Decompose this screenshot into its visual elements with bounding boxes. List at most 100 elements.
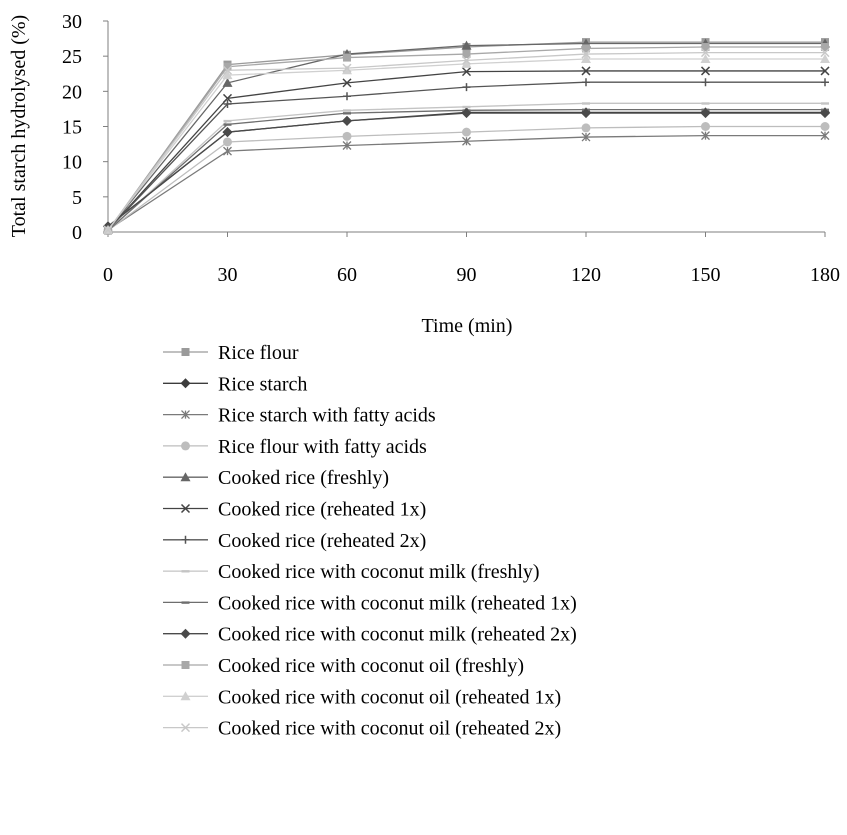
data-point xyxy=(462,136,471,146)
data-point xyxy=(701,43,710,52)
data-point xyxy=(581,49,591,59)
y-tick-label: 25 xyxy=(62,46,82,68)
data-point xyxy=(701,131,710,141)
data-point xyxy=(461,55,472,65)
data-point xyxy=(462,83,471,92)
data-point xyxy=(343,92,351,101)
data-point xyxy=(222,93,233,103)
legend-item: Cooked rice with coconut oil (freshly) xyxy=(163,655,524,677)
data-point xyxy=(700,48,711,58)
legend-item: Cooked rice with coconut oil (reheated 1… xyxy=(163,686,561,708)
data-point xyxy=(342,78,352,88)
legend-label: Rice flour with fatty acids xyxy=(218,436,427,458)
legend-label: Cooked rice with coconut milk (reheated … xyxy=(218,624,577,646)
series-5 xyxy=(103,66,830,235)
y-axis-title: Total starch hydrolysed (%) xyxy=(8,15,30,237)
data-point xyxy=(820,66,830,76)
data-point xyxy=(180,503,191,514)
data-point xyxy=(343,109,351,112)
data-point xyxy=(581,132,591,142)
data-point xyxy=(181,410,190,420)
data-point xyxy=(180,628,191,639)
data-point xyxy=(342,131,352,141)
legend-label: Rice starch xyxy=(218,373,307,395)
y-tick-label: 10 xyxy=(62,152,82,174)
data-point xyxy=(180,378,191,389)
data-point xyxy=(222,65,233,75)
data-point xyxy=(581,123,591,133)
data-point xyxy=(820,131,830,141)
data-point xyxy=(342,115,352,126)
x-tick-label: 30 xyxy=(218,264,238,286)
data-point xyxy=(461,40,472,50)
x-tick-label: 60 xyxy=(337,264,357,286)
data-point xyxy=(342,141,352,150)
data-point xyxy=(181,601,190,604)
legend-label: Cooked rice with coconut oil (reheated 2… xyxy=(218,718,561,740)
legend-item: Cooked rice with coconut milk (reheated … xyxy=(163,624,577,646)
series-11 xyxy=(103,53,830,234)
legend-label: Cooked rice (reheated 1x) xyxy=(218,499,426,521)
legend-item: Cooked rice (freshly) xyxy=(163,467,389,489)
data-point xyxy=(462,127,471,137)
data-point xyxy=(582,78,590,87)
data-point xyxy=(343,112,351,115)
data-point xyxy=(700,53,711,63)
data-point xyxy=(581,66,591,76)
data-point xyxy=(223,99,232,108)
legend: Rice flour Rice starch Rice starch with fa… xyxy=(163,342,577,740)
legend-item: Rice starch with fatty acids xyxy=(163,405,436,427)
data-point xyxy=(701,102,710,105)
data-point xyxy=(343,53,351,62)
data-point xyxy=(820,48,830,58)
legend-item: Cooked rice (reheated 2x) xyxy=(163,530,426,552)
data-point xyxy=(582,44,590,53)
x-axis-title: Time (min) xyxy=(422,315,513,337)
data-point xyxy=(181,348,190,356)
axes: 0 5 10 15 20 25 30 0 30 60 90 120 150 180 xyxy=(62,11,840,286)
series-lines xyxy=(103,38,830,236)
data-point xyxy=(181,570,190,573)
legend-label: Cooked rice (freshly) xyxy=(218,467,389,489)
data-point xyxy=(223,62,232,71)
y-tick-label: 20 xyxy=(62,81,82,103)
data-point xyxy=(180,691,191,701)
data-point xyxy=(582,102,590,105)
x-tick-label: 0 xyxy=(103,264,113,286)
data-point xyxy=(180,472,191,482)
data-point xyxy=(821,78,829,87)
legend-label: Cooked rice with coconut oil (freshly) xyxy=(218,655,524,677)
legend-label: Rice flour xyxy=(218,342,299,364)
legend-label: Rice starch with fatty acids xyxy=(218,405,436,427)
legend-item: Cooked rice with coconut milk (freshly) xyxy=(163,561,540,583)
data-point xyxy=(222,127,233,138)
y-tick-label: 0 xyxy=(72,222,82,244)
data-point xyxy=(820,122,830,131)
series-line xyxy=(107,134,825,231)
data-point xyxy=(581,53,591,63)
data-point xyxy=(181,661,190,669)
x-tick-label: 90 xyxy=(457,264,477,286)
y-tick-label: 30 xyxy=(62,11,82,33)
data-point xyxy=(700,108,711,119)
data-point xyxy=(181,535,190,544)
data-point xyxy=(180,723,191,733)
data-point xyxy=(181,441,190,451)
data-point xyxy=(820,53,830,63)
data-point xyxy=(462,105,471,109)
data-point xyxy=(462,50,471,59)
legend-label: Cooked rice with coconut milk (freshly) xyxy=(218,561,540,583)
data-point xyxy=(342,65,352,75)
x-tick-label: 180 xyxy=(810,264,840,286)
data-point xyxy=(461,108,472,119)
legend-item: Rice flour with fatty acids xyxy=(163,436,427,458)
data-point xyxy=(103,225,113,235)
legend-item: Rice flour xyxy=(163,342,299,364)
data-point xyxy=(342,63,352,73)
legend-label: Cooked rice with coconut oil (reheated 1… xyxy=(218,686,561,708)
data-point xyxy=(700,66,711,76)
data-point xyxy=(222,70,233,80)
x-tick-label: 150 xyxy=(691,264,721,286)
